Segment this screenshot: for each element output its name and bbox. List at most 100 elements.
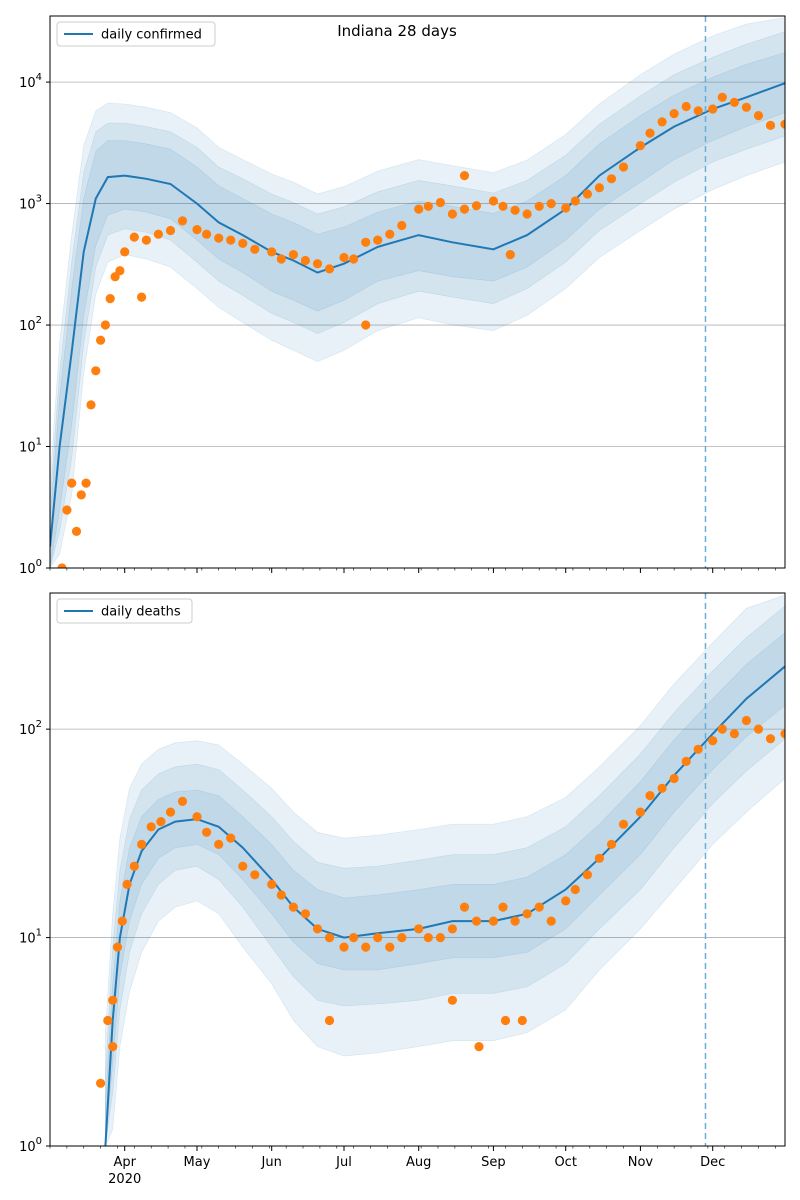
deaths-observed-point	[192, 812, 202, 822]
deaths-observed-point	[471, 916, 482, 926]
confirmed-observed-point	[57, 563, 67, 568]
deaths-band-3	[105, 594, 785, 1146]
confirmed-model-line	[50, 82, 785, 547]
deaths-observed-point	[177, 796, 188, 807]
confirmed-observed-point	[67, 478, 77, 488]
deaths-observed-point	[717, 724, 727, 734]
confirmed-observed-point	[267, 247, 277, 257]
confirmed-observed-point	[62, 505, 72, 515]
deaths-observed-point	[238, 861, 248, 871]
deaths-observed-point	[488, 916, 498, 926]
confirmed-observed-point	[753, 111, 764, 121]
deaths-observed-point	[103, 1015, 113, 1026]
deaths-observed-point	[753, 724, 764, 734]
deaths-observed-point	[510, 916, 520, 926]
confirmed-observed-point	[414, 204, 424, 214]
confirmed-observed-point	[115, 266, 125, 276]
deaths-y-tick-label: 100	[19, 1136, 42, 1155]
confirmed-observed-point	[618, 162, 629, 172]
deaths-observed-point	[226, 833, 236, 843]
deaths-observed-point	[669, 773, 679, 784]
confirmed-y-tick-label: 100	[19, 558, 42, 577]
deaths-observed-point	[349, 933, 359, 943]
confirmed-legend: daily confirmed	[56, 21, 216, 47]
confirmed-observed-point	[349, 254, 359, 264]
confirmed-panel: 100 101 102 103 104 Indiana 28 days daily co…	[19, 15, 786, 577]
deaths-observed-point	[385, 942, 395, 952]
deaths-x-axis: Apr 2020 May Jun Jul Aug Sep Oct Nov Dec	[49, 1146, 776, 1187]
deaths-observed-point	[582, 870, 593, 880]
deaths-observed-point	[645, 791, 655, 801]
confirmed-observed-point	[669, 109, 679, 119]
x-tick-label: May	[184, 1155, 211, 1170]
confirmed-observed-point	[276, 254, 286, 264]
confirmed-observed-point	[141, 235, 151, 245]
deaths-observed-point	[312, 924, 323, 934]
deaths-observed-point	[459, 902, 470, 912]
confirmed-band-2	[50, 31, 785, 568]
confirmed-observed-point	[717, 92, 727, 102]
deaths-legend-label: daily deaths	[101, 605, 181, 620]
x-tick-label: Sep	[481, 1155, 506, 1170]
confirmed-y-tick-label: 102	[19, 315, 42, 334]
confirmed-observed-point	[100, 320, 110, 330]
deaths-observed-point	[500, 1015, 511, 1026]
deaths-observed-point	[780, 729, 785, 739]
confirmed-observed-point	[471, 201, 482, 211]
deaths-observed-point	[339, 942, 349, 952]
deaths-observed-point	[570, 884, 580, 895]
deaths-observed-point	[708, 736, 718, 746]
deaths-observed-point	[202, 827, 212, 837]
deaths-observed-point	[423, 933, 433, 943]
confirmed-observed-point	[81, 478, 91, 488]
deaths-observed-point	[618, 819, 629, 829]
confirmed-observed-point	[250, 244, 260, 254]
x-tick-label: Apr	[113, 1155, 136, 1170]
confirmed-observed-point	[192, 225, 202, 235]
confirmed-observed-point	[708, 104, 718, 114]
confirmed-observed-point	[226, 235, 236, 245]
deaths-observed-point	[137, 839, 147, 850]
confirmed-observed-point	[105, 294, 115, 304]
deaths-observed-point	[122, 879, 132, 890]
deaths-observed-point	[546, 916, 556, 926]
deaths-observed-point	[635, 807, 646, 817]
deaths-observed-point	[267, 879, 277, 890]
deaths-observed-point	[681, 756, 691, 767]
confirmed-observed-point	[137, 292, 147, 302]
confirmed-observed-point	[324, 264, 335, 274]
confirmed-observed-point	[594, 183, 605, 193]
confirmed-observed-point	[238, 238, 248, 248]
deaths-observed-point	[447, 924, 457, 934]
x-tick-label: Oct	[554, 1155, 576, 1170]
confirmed-legend-label: daily confirmed	[101, 28, 202, 43]
confirmed-observed-point	[741, 102, 752, 112]
x-tick-label: Jun	[261, 1155, 282, 1170]
confirmed-median-line	[50, 82, 785, 547]
x-tick-label: Aug	[406, 1155, 431, 1170]
deaths-observed-point	[474, 1042, 484, 1052]
confirmed-observed-point	[76, 490, 86, 500]
deaths-legend: daily deaths	[56, 598, 193, 624]
deaths-observed-point	[146, 822, 156, 832]
x-tick-year-label: 2020	[108, 1172, 141, 1187]
deaths-y-tick-label: 102	[19, 719, 42, 738]
confirmed-observed-point	[570, 196, 580, 206]
confirmed-observed-point	[488, 196, 498, 206]
confirmed-axes-frame	[49, 15, 786, 569]
deaths-observed-point	[324, 1015, 335, 1026]
deaths-band-1	[105, 632, 785, 1146]
confirmed-observed-point	[423, 201, 433, 211]
deaths-observed-point	[534, 902, 544, 912]
deaths-panel: 100 101 102 Apr 2020 May Jun Jul Aug Sep Oct Nov De…	[19, 592, 786, 1187]
deaths-observed-point	[606, 839, 617, 850]
deaths-y-tick-label: 101	[19, 928, 42, 947]
confirmed-observed-point	[729, 97, 740, 107]
confirmed-observed-point	[288, 250, 298, 260]
confirmed-observed-point	[202, 229, 212, 239]
confirmed-observed-point	[459, 204, 470, 214]
confirmed-observed-point	[165, 225, 176, 236]
confirmed-x-axis	[49, 568, 776, 573]
deaths-observed-point	[594, 853, 605, 863]
